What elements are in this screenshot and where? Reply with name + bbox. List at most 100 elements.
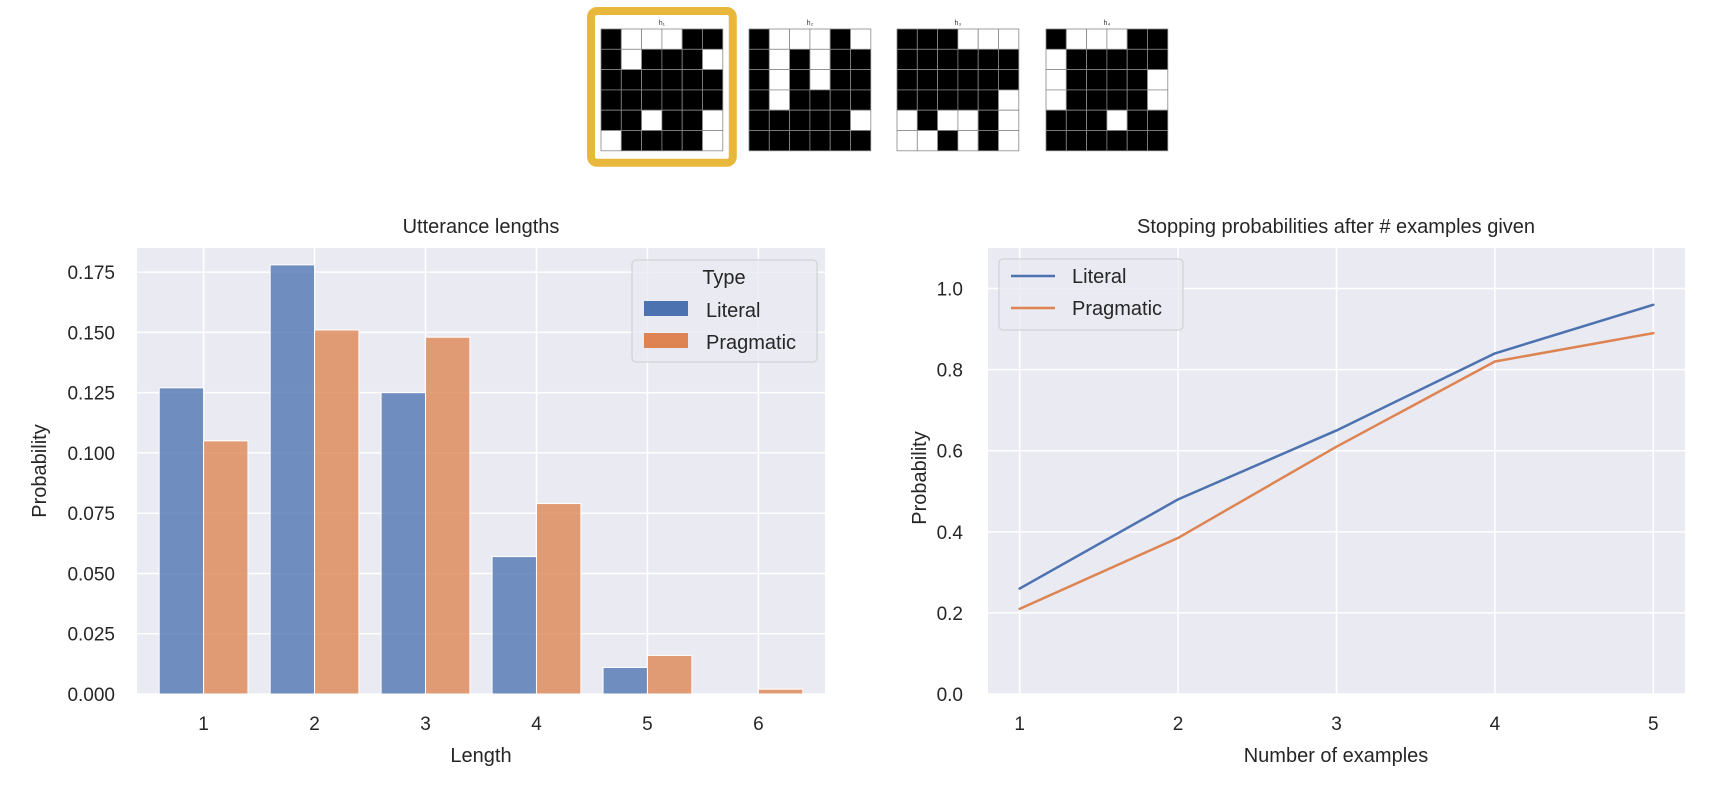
grid-cell bbox=[768, 89, 790, 111]
grid-cell bbox=[937, 28, 959, 50]
grid-cell bbox=[957, 89, 979, 111]
grid-cell bbox=[661, 109, 683, 131]
grid-cell bbox=[681, 89, 703, 111]
hypothesis-grid-4: h₄ bbox=[1045, 20, 1169, 152]
grid-cell bbox=[1065, 89, 1088, 111]
grid-cell bbox=[829, 69, 851, 91]
grid-cell bbox=[661, 130, 683, 152]
bar-pragmatic-6 bbox=[757, 688, 804, 695]
grid-cell bbox=[977, 48, 999, 70]
y-tick-label: 0.100 bbox=[67, 444, 115, 465]
y-tick-label: 0.175 bbox=[67, 263, 115, 284]
grid-cell bbox=[768, 28, 790, 50]
grid-cell bbox=[850, 28, 872, 50]
bar-pragmatic-2 bbox=[314, 329, 360, 695]
grid-cell bbox=[916, 69, 938, 91]
bar-literal-4 bbox=[491, 556, 537, 695]
grid-cell bbox=[681, 69, 703, 91]
grid-cell bbox=[957, 28, 979, 50]
x-tick-label: 2 bbox=[309, 714, 320, 735]
bar-chart-title: Utterance lengths bbox=[403, 216, 560, 238]
grid-cell bbox=[789, 48, 811, 70]
grid-cell bbox=[661, 69, 683, 91]
grid-cell bbox=[1045, 28, 1067, 50]
grid-cell bbox=[1065, 109, 1088, 131]
grid-cell bbox=[937, 130, 959, 152]
grid-cell bbox=[998, 69, 1020, 91]
grid-cell bbox=[748, 48, 770, 70]
grid-cell bbox=[789, 89, 811, 111]
grid-cell bbox=[809, 69, 831, 91]
grid-cell bbox=[1086, 48, 1108, 70]
grid-cell bbox=[661, 28, 683, 50]
grid-cell bbox=[641, 48, 663, 70]
bar-literal-3 bbox=[380, 392, 427, 695]
grid-cell bbox=[977, 69, 999, 91]
bar-literal-1 bbox=[158, 387, 205, 695]
grid-cell bbox=[1126, 109, 1148, 131]
grid-cell bbox=[1045, 109, 1067, 131]
y-tick-label: 0.0 bbox=[937, 685, 963, 706]
grid-cell bbox=[916, 89, 938, 111]
bar-literal-5 bbox=[602, 666, 648, 695]
x-tick-label: 6 bbox=[753, 714, 764, 735]
grid-cell bbox=[620, 130, 642, 152]
legend-label-literal: Literal bbox=[1072, 266, 1126, 288]
grid-cell bbox=[896, 109, 918, 131]
bar-pragmatic-1 bbox=[203, 440, 249, 695]
grid-cell bbox=[916, 28, 938, 50]
grid-cell bbox=[1045, 89, 1067, 111]
grid-cell bbox=[600, 69, 622, 91]
grid-cell bbox=[937, 89, 959, 111]
grid-cell bbox=[768, 130, 790, 152]
hypothesis-grid-1: h₁ bbox=[587, 7, 737, 167]
grid-cell bbox=[620, 69, 642, 91]
grid-cell bbox=[916, 130, 938, 152]
grid-cell bbox=[1106, 28, 1128, 50]
x-tick-label: 5 bbox=[642, 714, 653, 735]
y-tick-label: 0.125 bbox=[67, 384, 115, 405]
grid-cell bbox=[681, 109, 703, 131]
grid-cell bbox=[681, 48, 703, 70]
y-tick-label: 0.6 bbox=[937, 442, 963, 463]
legend-label-pragmatic: Pragmatic bbox=[706, 332, 796, 354]
line-chart-x-ticks: 1 2 3 4 5 bbox=[1014, 714, 1658, 735]
grid-cell bbox=[768, 109, 790, 131]
grid-cell bbox=[1086, 109, 1108, 131]
grid-cell bbox=[829, 109, 851, 131]
grid-cell bbox=[702, 109, 724, 131]
grid-cell bbox=[896, 89, 918, 111]
grid-cell bbox=[977, 89, 999, 111]
series-line-literal bbox=[1018, 303, 1655, 590]
grid-cell bbox=[600, 48, 622, 70]
stopping-probabilities-chart: 0.0 0.2 0.4 0.6 0.8 1.0 1 2 3 4 5 Stopping probab… bbox=[909, 216, 1685, 767]
grid-cell bbox=[937, 109, 959, 131]
y-tick-label: 0.000 bbox=[67, 685, 115, 706]
line-chart-y-ticks: 0.0 0.2 0.4 0.6 0.8 1.0 bbox=[937, 280, 964, 706]
x-tick-label: 3 bbox=[420, 714, 431, 735]
grid-cell bbox=[641, 28, 663, 50]
grid-cell bbox=[829, 48, 851, 70]
hypothesis-strip: h₁ h₂ h₃ h₄ bbox=[587, 7, 1169, 167]
bar-chart-x-ticks: 1 2 3 4 5 6 bbox=[198, 714, 763, 735]
grid-cell bbox=[1126, 89, 1148, 111]
grid-cell bbox=[850, 48, 872, 70]
grid-cell bbox=[1147, 48, 1169, 70]
grid-cell bbox=[809, 109, 831, 131]
grid-cell bbox=[896, 130, 918, 152]
grid-cell bbox=[681, 130, 703, 152]
grid-cell bbox=[1106, 130, 1128, 152]
hypothesis-label: h₄ bbox=[1104, 20, 1111, 27]
grid-cell bbox=[937, 48, 959, 70]
hypothesis-grid-2: h₂ bbox=[748, 20, 872, 152]
grid-cell bbox=[789, 109, 811, 131]
x-tick-label: 5 bbox=[1648, 714, 1659, 735]
grid-cell bbox=[1147, 109, 1169, 131]
grid-cell bbox=[1147, 28, 1169, 50]
grid-cell bbox=[641, 130, 663, 152]
grid-cell bbox=[1147, 130, 1169, 152]
line-chart-x-label: Number of examples bbox=[1244, 745, 1429, 767]
grid-cell bbox=[998, 28, 1020, 50]
legend-swatch-pragmatic bbox=[644, 333, 688, 348]
hypothesis-label: h₂ bbox=[807, 20, 814, 27]
